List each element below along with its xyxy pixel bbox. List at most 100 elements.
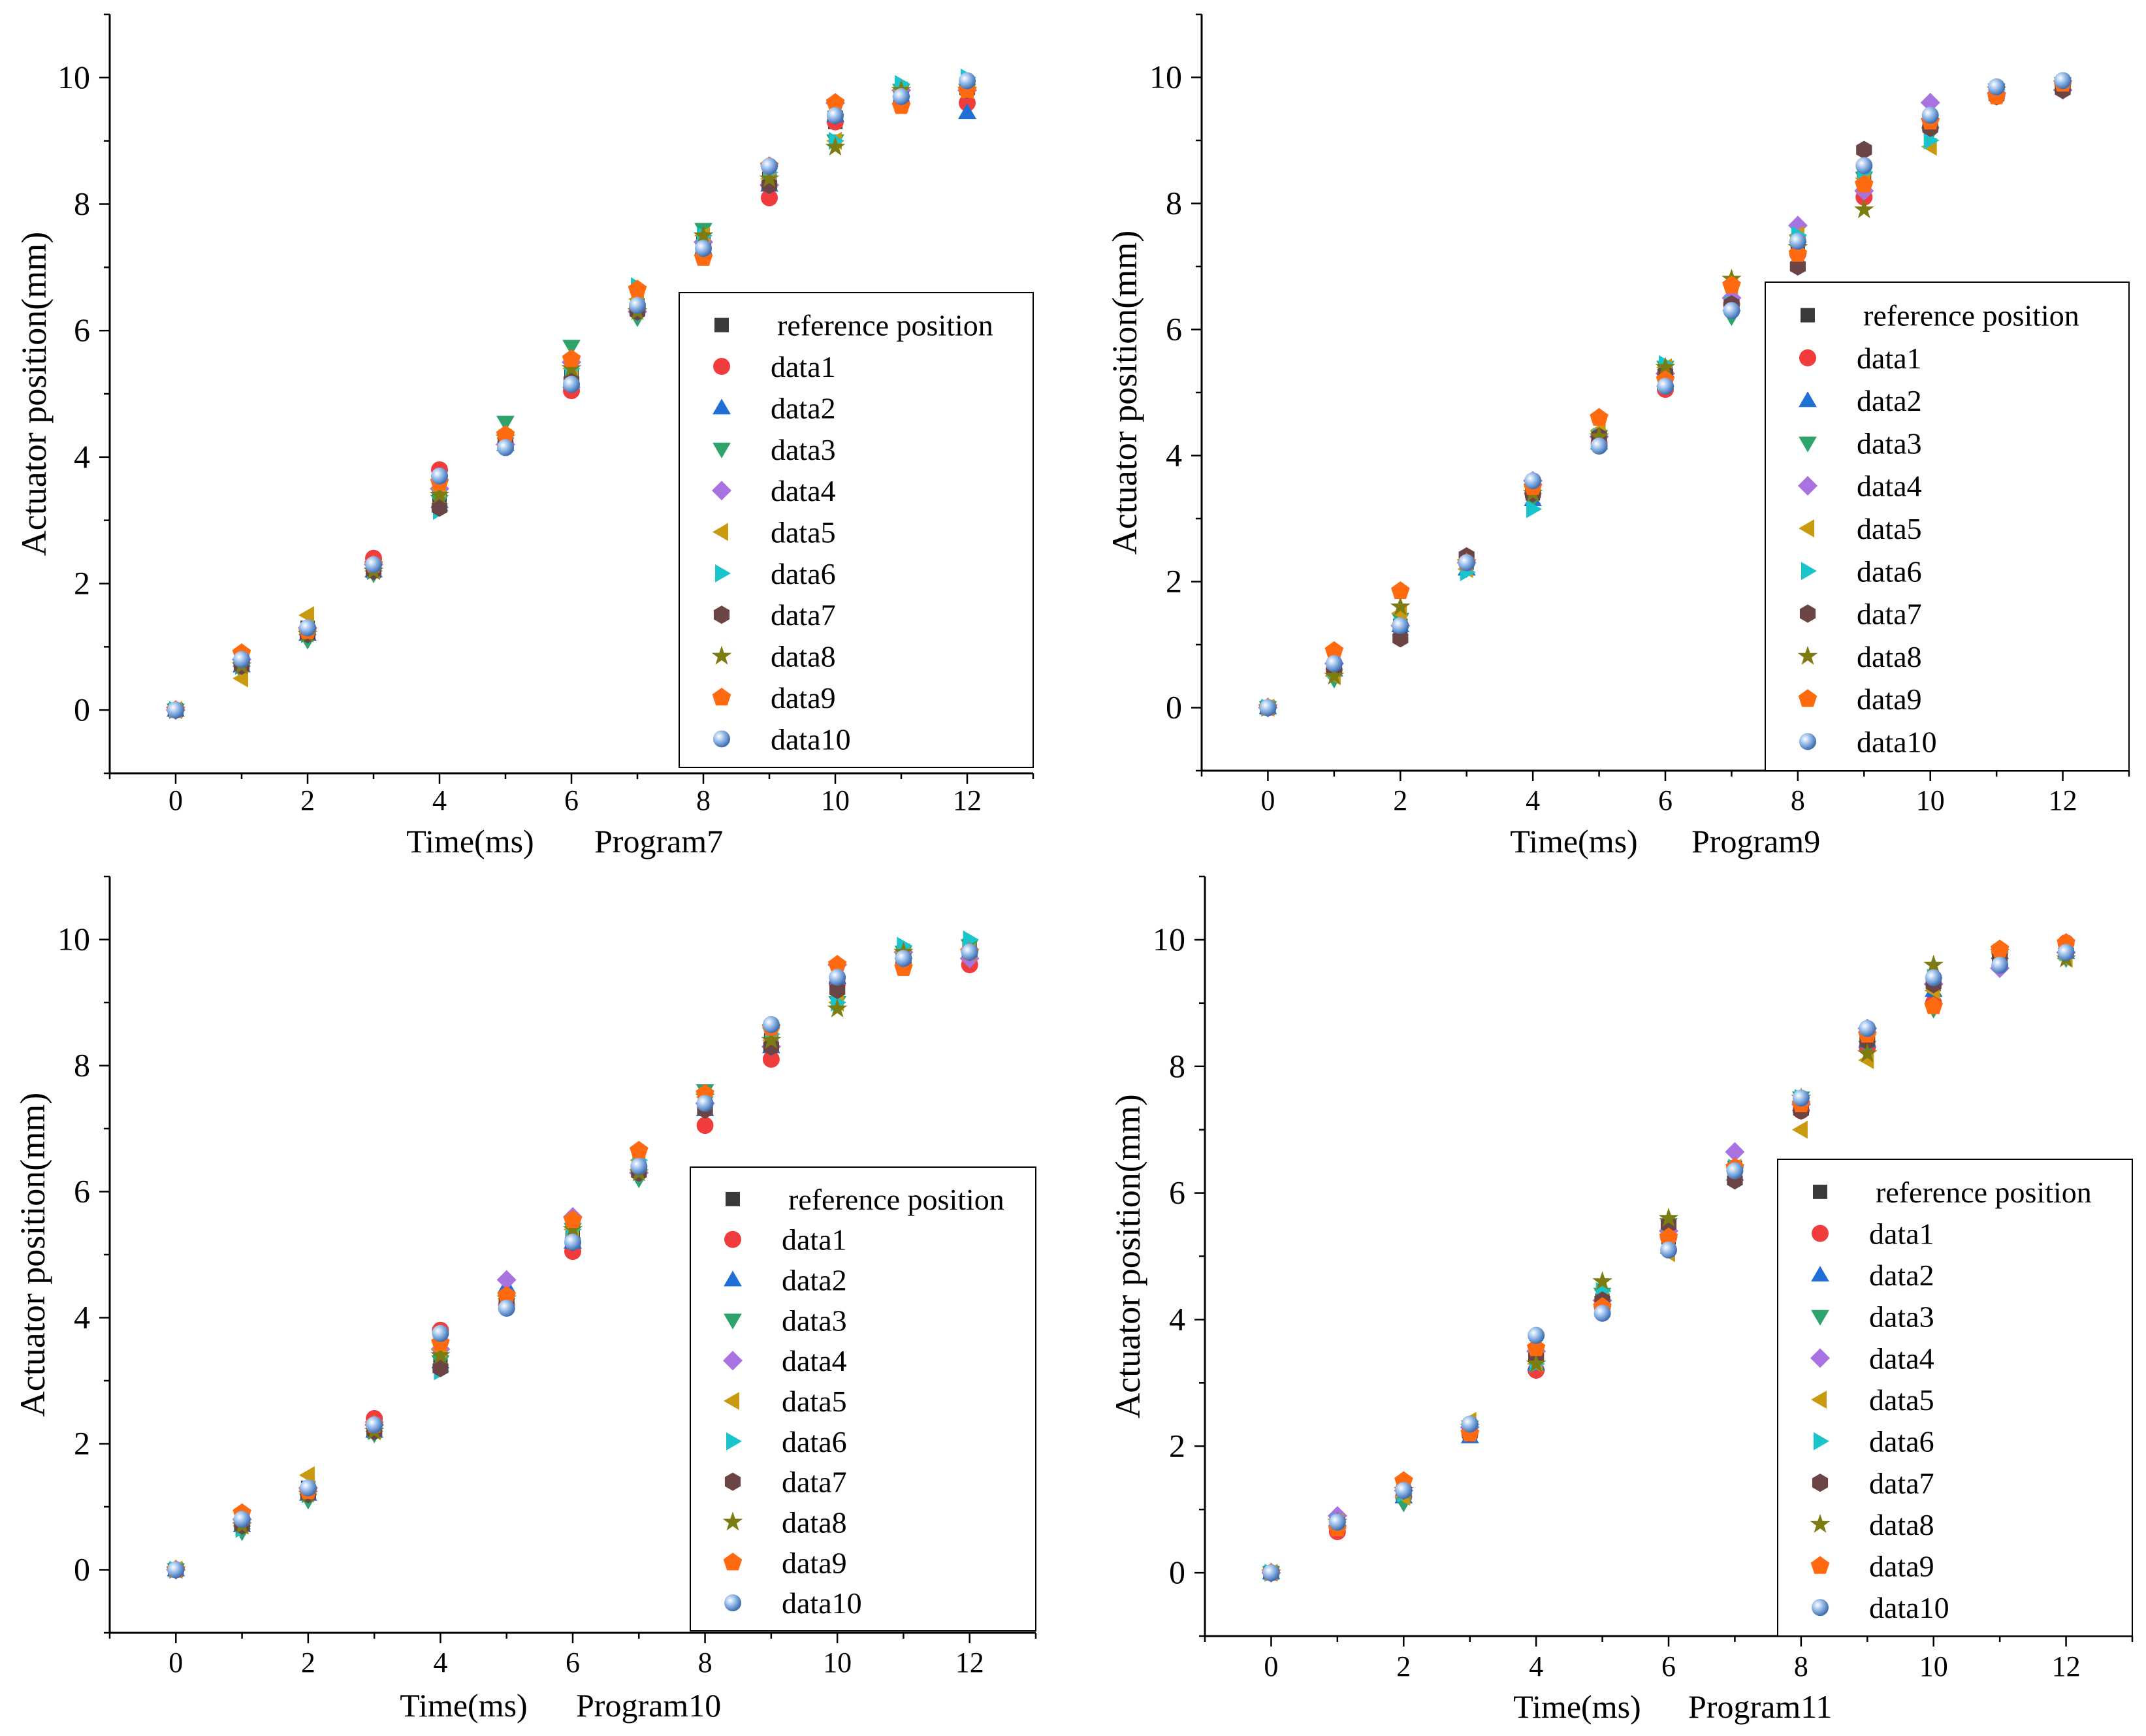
series-data10 — [167, 72, 976, 719]
x-tick-label: 0 — [168, 1647, 183, 1679]
data-point — [430, 1345, 451, 1364]
legend-box — [1777, 1159, 2133, 1637]
data-point — [1524, 472, 1542, 490]
y-tick-label: 8 — [1169, 1048, 1185, 1084]
data-point — [167, 1561, 185, 1579]
data-point — [1723, 302, 1740, 319]
x-tick-label: 10 — [1919, 1650, 1948, 1682]
data-point — [1328, 1513, 1346, 1531]
legend-label: data9 — [771, 681, 836, 715]
data-point — [298, 1466, 315, 1485]
legend-marker — [1798, 689, 1818, 707]
data-point — [1789, 257, 1806, 276]
y-axis-label: Actuator position(mm) — [1108, 1094, 1147, 1418]
data-point — [1726, 1162, 1744, 1180]
legend-marker — [1810, 1348, 1830, 1368]
data-point — [233, 651, 250, 668]
data-point — [1854, 199, 1874, 219]
x-tick-label: 12 — [953, 784, 982, 816]
legend-label: reference position — [1863, 299, 2079, 332]
data-point — [1855, 174, 1874, 193]
y-tick-label: 8 — [1166, 185, 1182, 221]
legend-label: data9 — [1857, 683, 1922, 716]
data-point — [1592, 1271, 1612, 1291]
legend-label: data5 — [1857, 512, 1922, 545]
data-point — [1461, 1415, 1479, 1433]
x-tick-label: 6 — [1661, 1650, 1676, 1682]
data-point — [761, 157, 778, 175]
legend-marker — [723, 1552, 743, 1571]
data-point — [1390, 596, 1411, 616]
data-point — [1589, 426, 1609, 445]
legend-box — [679, 292, 1034, 768]
legend-marker — [1799, 519, 1814, 538]
data-point — [696, 1095, 714, 1112]
chart-panel-1: 0 2 4 6 8 10 12 0 2 4 6 8 10 Time(ms) Program7 Actuator… — [14, 13, 1034, 860]
data-point — [1658, 1208, 1679, 1227]
series-data10 — [1262, 944, 2075, 1582]
data-point — [1526, 500, 1543, 519]
data-point — [630, 1157, 648, 1175]
data-point — [1655, 357, 1676, 376]
legend-marker — [713, 730, 730, 748]
legend-marker — [723, 1351, 743, 1371]
data-point — [1392, 629, 1409, 648]
data-point — [630, 1140, 649, 1159]
legend-label: data1 — [1857, 342, 1922, 375]
legend-marker — [726, 1191, 740, 1206]
data-point — [1920, 93, 1940, 113]
legend-marker — [1799, 349, 1816, 366]
legend-label: data1 — [771, 350, 836, 383]
x-tick-label: 8 — [696, 784, 711, 816]
data-point — [1659, 1227, 1678, 1246]
legend-label: data10 — [1857, 725, 1937, 758]
data-point — [562, 340, 581, 356]
legend-label: data5 — [782, 1385, 847, 1418]
legend-marker — [1813, 1184, 1827, 1199]
y-tick-label: 6 — [1169, 1174, 1185, 1211]
data-point — [497, 1285, 516, 1304]
data-point — [761, 189, 778, 206]
legend-label: data3 — [771, 433, 836, 466]
legend-label: data6 — [782, 1425, 847, 1458]
data-point — [1657, 378, 1674, 395]
legend-marker — [724, 1230, 741, 1248]
legend-label: data8 — [771, 640, 836, 673]
legend-label: data3 — [782, 1304, 847, 1337]
data-point — [1324, 666, 1345, 685]
legend-label: data2 — [782, 1264, 847, 1297]
legend-label: data4 — [1857, 470, 1922, 503]
data-point — [825, 93, 845, 111]
y-axis-label: Actuator position(mm) — [14, 232, 54, 556]
legend-label: data8 — [1857, 640, 1922, 673]
data-point — [893, 88, 910, 105]
legend-marker — [1799, 733, 1816, 750]
y-tick-label: 4 — [74, 438, 90, 475]
x-tick-label: 2 — [300, 784, 315, 816]
data-point — [496, 1270, 517, 1290]
x-tick-label: 8 — [698, 1647, 713, 1679]
data-point — [1923, 954, 1944, 974]
data-point — [563, 1210, 583, 1229]
legend-label: data1 — [1869, 1217, 1934, 1250]
x-tick-label: 2 — [1393, 784, 1407, 816]
legend-label: data2 — [1869, 1259, 1934, 1292]
legend-label: data7 — [1869, 1466, 1934, 1500]
y-tick-label: 4 — [1166, 437, 1182, 474]
legend-label: data7 — [782, 1466, 847, 1499]
data-point — [1590, 438, 1608, 455]
data-point — [695, 240, 712, 257]
program-label: Program9 — [1691, 823, 1820, 860]
data-point — [958, 103, 976, 120]
legend-label: data2 — [1857, 384, 1922, 417]
legend-marker — [724, 1472, 741, 1491]
data-point — [298, 606, 314, 624]
legend-marker — [715, 564, 731, 583]
data-point — [366, 1416, 383, 1434]
y-tick-label: 0 — [74, 691, 90, 728]
series-data10 — [1259, 72, 2072, 716]
y-tick-label: 2 — [74, 1425, 90, 1462]
y-tick-label: 10 — [1153, 921, 1185, 957]
y-tick-label: 8 — [74, 1047, 90, 1084]
